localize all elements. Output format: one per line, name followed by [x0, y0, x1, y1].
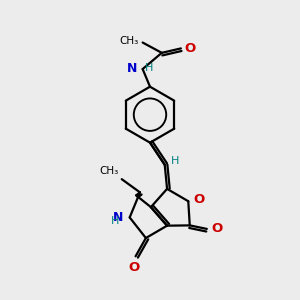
Text: N: N [127, 62, 137, 75]
Text: H: H [171, 156, 180, 166]
Text: CH₃: CH₃ [120, 36, 139, 46]
Text: N: N [113, 211, 123, 224]
Text: H: H [111, 216, 120, 226]
Text: O: O [211, 222, 222, 236]
Text: O: O [184, 42, 196, 55]
Text: H: H [145, 63, 153, 74]
Text: O: O [128, 261, 140, 274]
Text: O: O [194, 193, 205, 206]
Text: CH₃: CH₃ [99, 166, 118, 176]
